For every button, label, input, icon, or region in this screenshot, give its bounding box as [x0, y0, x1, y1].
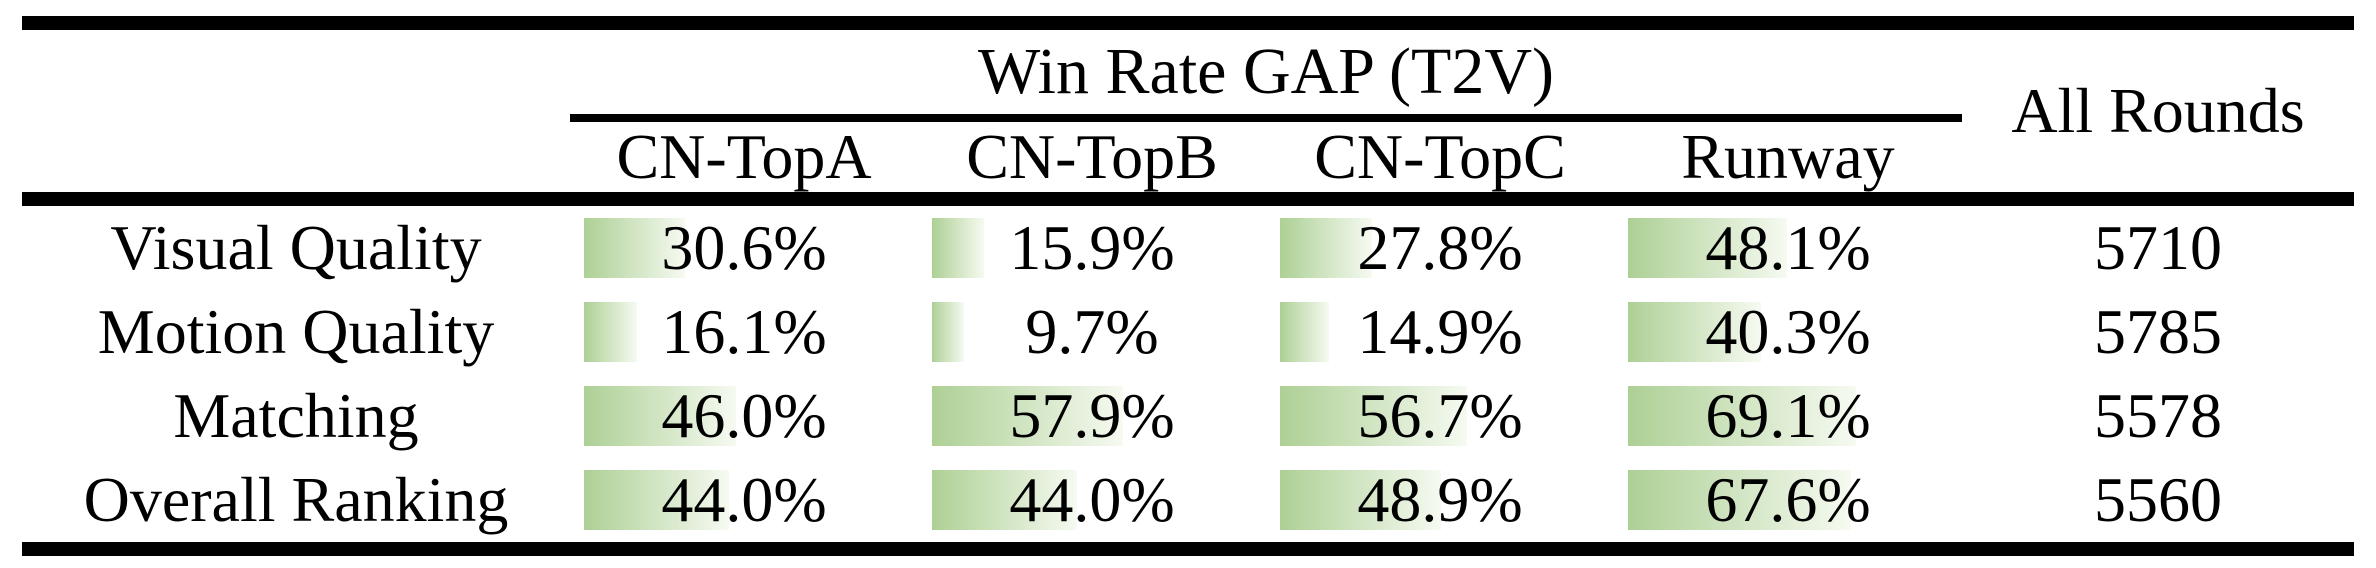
win-rate-cell: 57.9%: [918, 374, 1266, 458]
win-rate-value: 46.0%: [661, 380, 827, 451]
win-rate-databar: [932, 302, 964, 362]
win-rate-cell: 67.6%: [1614, 458, 1962, 542]
all-rounds-value: 5560: [2094, 464, 2222, 535]
win-rate-value: 44.0%: [1009, 464, 1175, 535]
win-rate-value: 67.6%: [1705, 464, 1871, 535]
column-header-cn-topb: CN-TopB: [966, 121, 1218, 192]
win-rate-databar: [584, 218, 685, 278]
win-rate-value: 30.6%: [661, 212, 827, 283]
column-header-runway: Runway: [1681, 121, 1895, 192]
all-rounds-value: 5578: [2094, 380, 2222, 451]
group-header-win-rate-gap: Win Rate GAP (T2V): [978, 35, 1554, 108]
table-grid: Win Rate GAP (T2V) All Rounds CN-TopA CN…: [22, 16, 2354, 556]
win-rate-databar: [932, 218, 985, 278]
win-rate-databar: [1628, 302, 1761, 362]
win-rate-databar: [1628, 218, 1787, 278]
win-rate-databar: [584, 470, 730, 530]
win-rate-value: 9.7%: [1025, 296, 1159, 367]
header-separator-rule: [22, 192, 2354, 206]
all-rounds-value: 5785: [2094, 296, 2222, 367]
win-rate-cell: 9.7%: [918, 290, 1266, 374]
win-rate-databar: [1628, 470, 1852, 530]
win-rate-cell: 46.0%: [570, 374, 918, 458]
win-rate-cell: 27.8%: [1266, 206, 1614, 290]
win-rate-value: 27.8%: [1357, 212, 1523, 283]
win-rate-databar: [1280, 302, 1330, 362]
win-rate-value: 40.3%: [1705, 296, 1871, 367]
column-header-cn-topa: CN-TopA: [616, 121, 872, 192]
win-rate-value: 48.1%: [1705, 212, 1871, 283]
win-rate-cell: 14.9%: [1266, 290, 1614, 374]
win-rate-databar: [1280, 386, 1468, 446]
group-header-underline-rule: [570, 114, 1962, 122]
win-rate-cell: 44.0%: [570, 458, 918, 542]
win-rate-databar: [932, 470, 1078, 530]
win-rate-cell: 16.1%: [570, 290, 918, 374]
win-rate-cell: 48.9%: [1266, 458, 1614, 542]
win-rate-databar: [584, 302, 638, 362]
win-rate-value: 57.9%: [1009, 380, 1175, 451]
win-rate-cell: 30.6%: [570, 206, 918, 290]
win-rate-cell: 48.1%: [1614, 206, 1962, 290]
column-header-all-rounds: All Rounds: [2011, 75, 2305, 146]
win-rate-value: 16.1%: [661, 296, 827, 367]
bottom-rule: [22, 542, 2354, 556]
win-rate-value: 15.9%: [1009, 212, 1175, 283]
row-label: Matching: [173, 380, 419, 451]
win-rate-databar: [584, 386, 736, 446]
all-rounds-value: 5710: [2094, 212, 2222, 283]
row-label: Motion Quality: [97, 296, 495, 367]
win-rate-cell: 44.0%: [918, 458, 1266, 542]
win-rate-cell: 56.7%: [1266, 374, 1614, 458]
win-rate-value: 14.9%: [1357, 296, 1523, 367]
win-rate-value: 48.9%: [1357, 464, 1523, 535]
win-rate-cell: 69.1%: [1614, 374, 1962, 458]
win-rate-value: 44.0%: [661, 464, 827, 535]
win-rate-databar: [932, 386, 1124, 446]
column-header-cn-topc: CN-TopC: [1314, 121, 1566, 192]
win-rate-databar: [1628, 386, 1857, 446]
top-rule: [22, 16, 2354, 30]
win-rate-databar: [1280, 218, 1372, 278]
win-rate-cell: 40.3%: [1614, 290, 1962, 374]
row-label: Overall Ranking: [83, 464, 509, 535]
win-rate-value: 56.7%: [1357, 380, 1523, 451]
row-label: Visual Quality: [110, 212, 482, 283]
win-rate-value: 69.1%: [1705, 380, 1871, 451]
win-rate-cell: 15.9%: [918, 206, 1266, 290]
win-rate-databar: [1280, 470, 1442, 530]
